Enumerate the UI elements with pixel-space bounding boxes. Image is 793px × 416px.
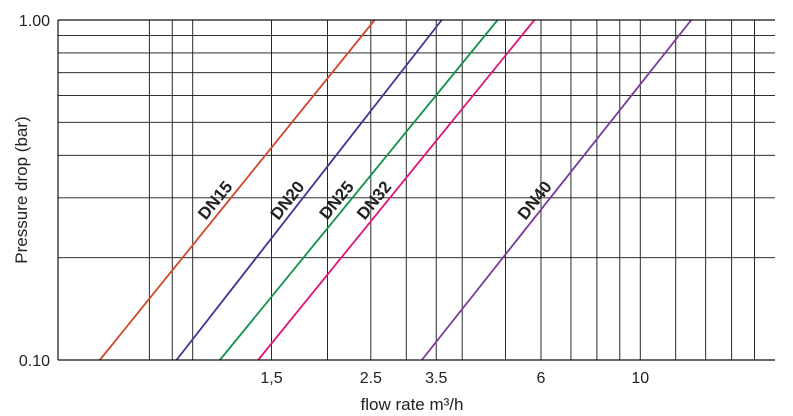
series-lines xyxy=(99,19,692,361)
y-tick-labels: 1.00 0.10 xyxy=(19,13,50,370)
x-tick-label: 3.5 xyxy=(425,370,447,387)
series-line-dn25 xyxy=(219,19,499,361)
x-axis-title: flow rate m³/h xyxy=(361,395,464,414)
plot-frame xyxy=(57,19,775,361)
x-tick-label: 6 xyxy=(537,370,546,387)
series-line-dn20 xyxy=(175,19,443,361)
grid xyxy=(58,20,775,360)
y-axis-title: Pressure drop (bar) xyxy=(12,116,31,263)
x-tick-label: 1,5 xyxy=(260,370,282,387)
series-line-dn32 xyxy=(257,19,536,361)
series-line-dn40 xyxy=(421,19,692,361)
y-tick-label: 0.10 xyxy=(19,353,50,370)
x-tick-label: 10 xyxy=(631,370,649,387)
x-tick-labels: 1,5 2.5 3.5 6 10 xyxy=(260,370,649,387)
series-line-dn15 xyxy=(99,19,376,361)
y-tick-label: 1.00 xyxy=(19,13,50,30)
x-tick-label: 2.5 xyxy=(360,370,382,387)
